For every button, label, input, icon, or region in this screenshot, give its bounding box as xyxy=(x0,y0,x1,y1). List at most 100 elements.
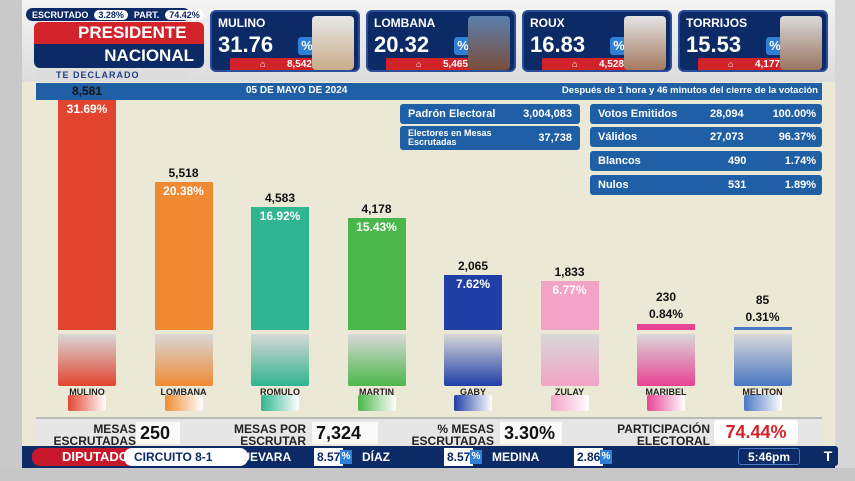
candidate-photo xyxy=(312,16,354,70)
participacion-value: 74.44% xyxy=(714,420,798,444)
escrutado-value: 3.28% xyxy=(94,9,128,20)
candidate-card-roux: ROUX 16.83 % ⌂ 4,528 xyxy=(522,10,672,72)
candidate-photo-gaby xyxy=(444,334,502,386)
bar-martin xyxy=(347,218,406,330)
percent-icon: % xyxy=(600,450,612,464)
candidate-name-label: GABY xyxy=(459,387,486,397)
ticker-name: GUEVARA xyxy=(232,450,292,464)
candidate-card-torrijos: TORRIJOS 15.53 % ⌂ 4,177 xyxy=(678,10,828,72)
bar-value-label: 8,581 xyxy=(71,84,103,98)
stat-percent: 1.89% xyxy=(784,179,816,191)
lower-frame xyxy=(0,468,855,481)
ticker-item: MEDINA 2.86 % xyxy=(492,448,614,466)
bar-mulino xyxy=(58,100,116,330)
candidate-name-label: MARTIN xyxy=(359,387,394,397)
bar-value-label: 1,833 xyxy=(554,264,585,279)
stat-padron: Padrón Electoral 3,004,083 xyxy=(400,104,580,124)
pct-mesas-value: 3.30% xyxy=(500,422,562,444)
candidate-name: LOMBANA xyxy=(374,16,436,30)
bar-gaby xyxy=(444,274,502,330)
bar-meliton xyxy=(733,327,792,330)
candidate-name-label: MELITON xyxy=(742,387,783,397)
ballot-icon: ⌂ xyxy=(260,59,266,69)
pct-mesas-label: % MESAS ESCRUTADAS xyxy=(411,422,494,448)
left-frame xyxy=(0,0,22,481)
party-logo-icon xyxy=(68,395,106,411)
ticker-name: DÍAZ xyxy=(362,450,390,464)
party-logo-icon xyxy=(743,395,782,411)
candidate-photo-maribel xyxy=(637,334,695,386)
bar-romulo xyxy=(251,207,309,330)
candidate-name-label: LOMBANA xyxy=(160,387,207,397)
candidate-name-label: ZULAY xyxy=(554,387,585,397)
election-date: 05 DE MAYO DE 2024 xyxy=(246,85,348,96)
escrutado-strip: ESCRUTADO 3.28% PART. 74.42% xyxy=(26,8,204,21)
percent-icon: % xyxy=(454,37,472,55)
bar-percent-label: 6.77% xyxy=(552,282,587,297)
channel-logo-icon: T xyxy=(818,446,838,466)
mesas-bar: MESAS ESCRUTADAS 250 MESAS POR ESCRUTAR … xyxy=(36,417,822,448)
party-logo-icon xyxy=(550,395,589,411)
ticker-circuit: CIRCUITO 8-1 xyxy=(124,448,248,466)
stat-value: 27,073 xyxy=(710,131,744,143)
stat-nulos: Nulos 531 1.89% xyxy=(590,175,822,195)
candidate-name-label: MARIBEL xyxy=(645,387,687,397)
candidate-votes: ⌂ 4,528 xyxy=(542,58,630,70)
candidate-percent: 16.83 xyxy=(530,32,586,57)
bar-value-label: 2,065 xyxy=(457,258,489,273)
stat-label: Nulos xyxy=(598,179,629,191)
escrutado-label: ESCRUTADO xyxy=(32,9,89,20)
candidate-percent: 31.76 xyxy=(218,32,274,57)
percent-icon: % xyxy=(470,450,482,464)
candidate-card-mulino: MULINO 31.76 % ⌂ 8,542 xyxy=(210,10,360,72)
stat-percent: 96.37% xyxy=(778,131,816,143)
stat-label: Válidos xyxy=(598,131,638,143)
stat-blancos: Blancos 490 1.74% xyxy=(590,151,822,171)
bar-percent-label: 15.43% xyxy=(356,220,397,234)
date-bar: 05 DE MAYO DE 2024 Después de 1 hora y 4… xyxy=(36,83,822,100)
bar-value-label: 5,518 xyxy=(168,166,199,181)
candidate-photo-meliton xyxy=(733,334,792,386)
percent-icon: % xyxy=(766,37,784,55)
mesas-por-escrutar-label: MESAS POR ESCRUTAR xyxy=(233,422,306,448)
bar-value-label: 230 xyxy=(655,289,677,304)
bar-value-label: 4,178 xyxy=(361,202,392,216)
candidate-votes: ⌂ 5,465 xyxy=(386,58,474,70)
ticker-value: 8.57 xyxy=(314,448,344,466)
bar-maribel xyxy=(637,323,695,330)
right-frame xyxy=(835,0,855,481)
ticker-item: GUEVARA 8.57 % xyxy=(232,448,354,466)
ticker-value: 8.57 xyxy=(444,448,474,466)
bar-percent-label: 0.84% xyxy=(648,306,684,321)
candidate-photo-romulo xyxy=(251,334,309,386)
candidate-photo-mulino xyxy=(58,334,116,386)
bar-zulay xyxy=(540,280,599,330)
bar-percent-label: 20.38% xyxy=(163,184,204,199)
bar-lombana xyxy=(154,182,213,330)
bar-value-label: 4,583 xyxy=(264,191,296,206)
party-logo-icon xyxy=(357,395,396,411)
bar-value-label: 85 xyxy=(755,293,770,307)
percent-icon: % xyxy=(340,450,352,464)
ticker-bar: DIPUTADO CIRCUITO 8-1 GUEVARA 8.57 % DÍA… xyxy=(22,446,835,468)
part-label: PART. xyxy=(133,9,160,20)
race-title: PRESIDENTE NACIONAL xyxy=(34,22,204,70)
candidate-photo-martin xyxy=(347,334,406,386)
candidate-photo xyxy=(780,16,822,70)
party-logo-icon xyxy=(647,395,685,411)
mesas-escrutadas-value: 250 xyxy=(136,422,180,444)
bar-percent-label: 7.62% xyxy=(455,276,491,291)
candidate-name: TORRIJOS xyxy=(686,16,748,30)
candidate-votes: ⌂ 4,177 xyxy=(698,58,786,70)
stat-value: 28,094 xyxy=(710,108,744,120)
candidate-photo xyxy=(624,16,666,70)
candidate-photo-lombana xyxy=(154,334,213,386)
ticker-item: DÍAZ 8.57 % xyxy=(362,448,484,466)
candidate-name-label: MULINO xyxy=(69,387,105,397)
stat-value: 3,004,083 xyxy=(523,108,572,120)
stat-percent: 100.00% xyxy=(772,108,816,120)
stat-label: Padrón Electoral xyxy=(408,108,496,120)
clock: 5:46pm xyxy=(738,448,800,465)
ballot-icon: ⌂ xyxy=(416,59,422,69)
